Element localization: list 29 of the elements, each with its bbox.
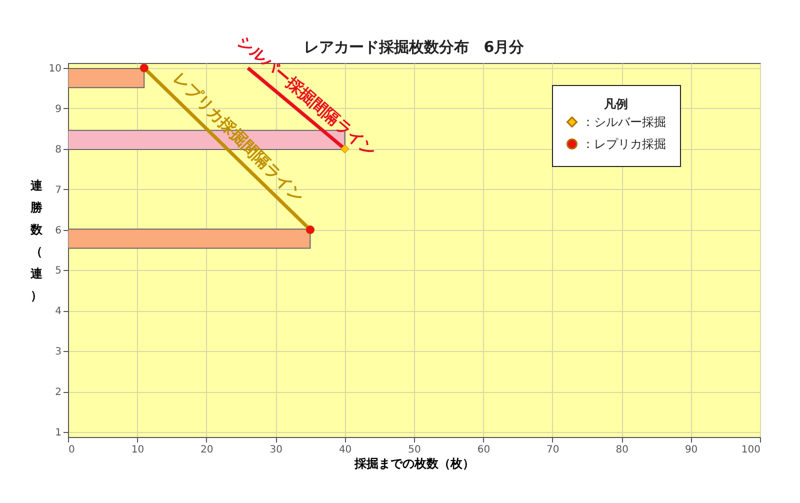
y-tick-label: 6 (55, 225, 62, 236)
y-axis-title: 連勝数（連） (30, 178, 44, 302)
x-tick-label: 80 (616, 444, 628, 456)
x-tick-label: 30 (270, 444, 282, 456)
x-tick-label: 70 (546, 444, 560, 456)
x-tick-label: 60 (477, 444, 490, 456)
y-tick-label: 10 (48, 64, 62, 74)
x-tick-label: 10 (131, 444, 144, 456)
y-tick-label: 1 (55, 428, 62, 438)
x-tick-label: 50 (408, 444, 421, 456)
chart-title: レアカード採掘枚数分布 6月分 (304, 38, 526, 56)
legend-label: ：レプリカ採掘 (582, 137, 666, 151)
legend-title: 凡例 (603, 97, 628, 111)
x-tick-label: 0 (68, 444, 75, 456)
y-tick-label: 9 (55, 104, 62, 115)
y-tick-label: 5 (55, 266, 62, 277)
x-tick-label: 20 (200, 444, 214, 456)
x-tick-label: 100 (741, 444, 760, 456)
y-tick-label: 3 (55, 346, 62, 358)
x-tick-label: 90 (684, 444, 698, 456)
y-tick-label: 7 (55, 184, 62, 196)
legend-label: ：シルバー採掘 (582, 115, 666, 129)
x-axis-title: 採掘までの枚数（枚） (354, 456, 474, 470)
x-tick-label: 40 (338, 444, 352, 456)
bar (68, 68, 145, 88)
y-tick-label: 4 (55, 306, 62, 318)
bar (68, 228, 311, 249)
y-tick-label: 8 (55, 144, 62, 156)
y-tick-label: 2 (55, 387, 62, 398)
